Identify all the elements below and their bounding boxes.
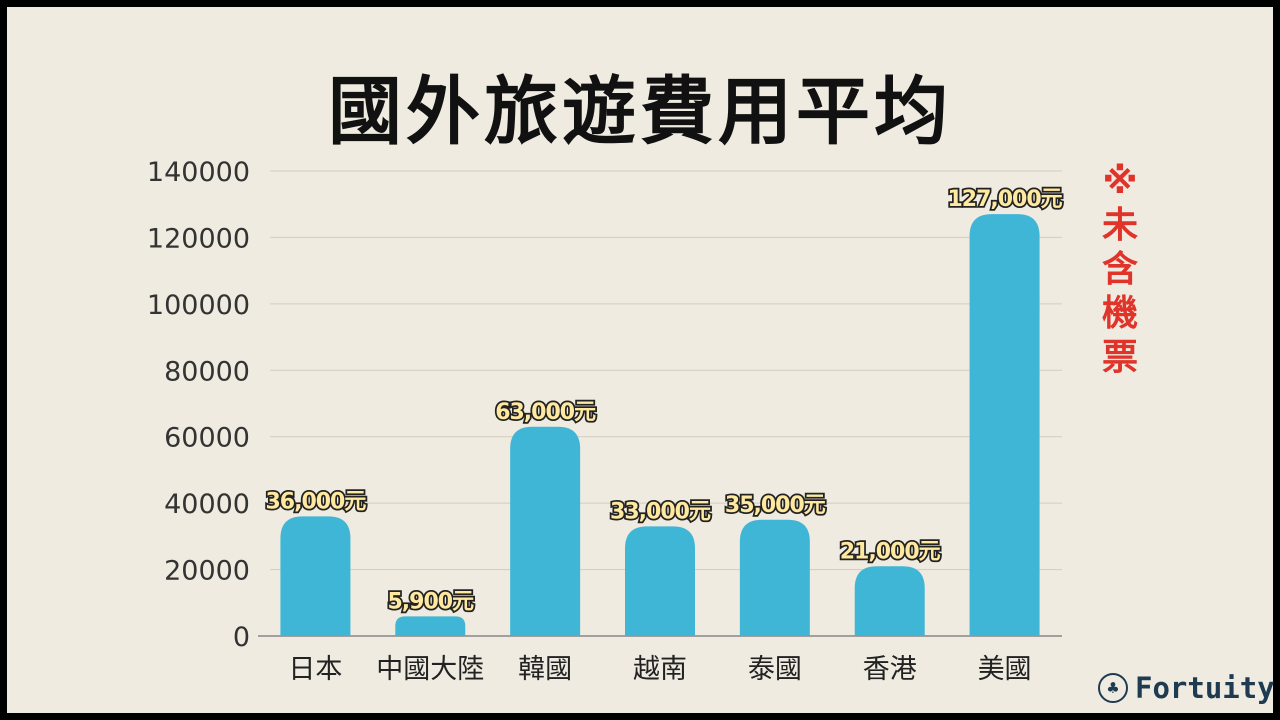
data-label: 21,000元 [840,539,941,564]
y-tick-label: 120000 [147,223,250,254]
bar [739,519,810,636]
tree-icon: ♣ [1098,673,1128,703]
data-label: 36,000元 [265,489,366,514]
y-tick-label: 80000 [164,356,250,387]
x-tick-label: 韓國 [518,654,572,685]
data-label: 63,000元 [495,400,596,425]
bar [625,526,695,636]
bar [510,426,581,636]
data-label: 5,900元 [387,589,474,614]
x-tick-label: 香港 [863,654,917,685]
x-tick-label: 美國 [978,654,1032,685]
y-tick-label: 140000 [147,157,250,188]
note-char-2: 含 [1101,249,1138,290]
x-tick-label: 日本 [288,654,342,685]
data-label: 127,000元 [947,187,1062,212]
y-tick-label: 40000 [164,489,250,520]
bar [280,516,351,636]
y-tick-label: 100000 [147,290,250,321]
note-char-3: 機 [1101,293,1138,334]
note-mark: ※ [1102,161,1138,202]
bar [969,214,1040,636]
y-tick-label: 60000 [164,423,250,454]
x-tick-label: 中國大陸 [376,654,484,685]
brand-logo: ♣ Fortuity [1098,668,1275,708]
data-label: 35,000元 [725,493,826,518]
note-char-4: 票 [1101,337,1138,378]
chart-title: 國外旅遊費用平均 [328,69,952,155]
footnote-excluding-airfare: ※ 未 含 機 票 [1100,160,1140,380]
bar [854,566,925,636]
y-tick-label: 0 [233,622,250,653]
x-tick-label: 泰國 [748,654,802,685]
note-char-1: 未 [1101,205,1138,246]
y-tick-label: 20000 [164,556,250,587]
data-label: 33,000元 [610,499,711,524]
x-tick-label: 越南 [633,654,687,685]
brand-name: Fortuity [1135,671,1275,705]
bar [395,616,466,636]
